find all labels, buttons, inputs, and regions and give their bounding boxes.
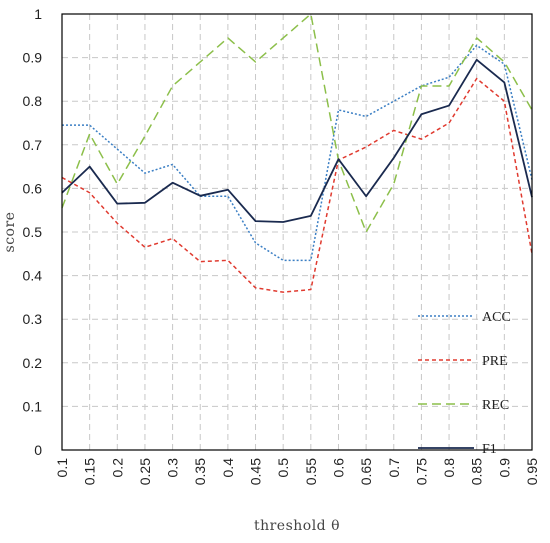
series-line-pre [61,77,533,293]
legend: ACC PRE REC F1 [418,310,511,457]
series-line-rec [61,13,533,233]
y-tick-label: 0 [34,442,42,458]
x-tick-label: 0.35 [192,458,208,485]
y-tick-label: 0.5 [23,224,43,240]
legend-label-acc: ACC [482,310,511,325]
legend-label-rec: REC [482,398,509,413]
y-axis-title: score [2,212,18,253]
x-tick-label: 0.3 [165,458,181,478]
series-line-f1 [61,58,533,223]
x-tick-label: 0.5 [275,458,291,478]
legend-label-f1: F1 [482,442,497,457]
x-axis-title: threshold θ [254,518,340,534]
x-tick-label: 0.85 [469,458,485,485]
x-axis-ticks: 0.1 0.15 0.2 0.25 0.3 0.35 0.4 0.45 0.5 0.55 0.6 0.… [54,458,540,485]
y-tick-label: 0.7 [23,137,43,153]
x-tick-label: 0.9 [496,458,512,478]
x-tick-label: 0.95 [524,458,540,485]
y-tick-label: 0.8 [23,93,43,109]
x-tick-label: 0.45 [248,458,264,485]
x-tick-label: 0.4 [220,458,236,478]
y-tick-label: 0.3 [23,311,43,327]
y-tick-label: 1 [34,6,42,22]
y-tick-label: 0.2 [23,355,43,371]
y-tick-label: 0.6 [23,180,43,196]
plot-frame [61,13,533,451]
x-tick-label: 0.7 [386,458,402,478]
x-tick-label: 0.8 [441,458,457,478]
y-tick-label: 0.9 [23,50,43,66]
y-tick-label: 0.4 [23,268,43,284]
x-tick-label: 0.75 [413,458,429,485]
x-tick-label: 0.15 [82,458,98,485]
series-lines [61,13,533,293]
legend-label-pre: PRE [482,354,508,369]
y-axis-ticks: 0 0.1 0.2 0.3 0.4 0.5 0.6 0.7 0.8 0.9 1 [23,6,43,458]
x-tick-label: 0.1 [54,458,70,478]
x-tick-label: 0.55 [303,458,319,485]
x-tick-label: 0.2 [109,458,125,478]
x-tick-label: 0.25 [137,458,153,485]
series-line-acc [62,44,533,262]
x-tick-label: 0.65 [358,458,374,485]
x-tick-label: 0.6 [330,458,346,478]
grid [62,14,532,450]
y-tick-label: 0.1 [23,398,43,414]
